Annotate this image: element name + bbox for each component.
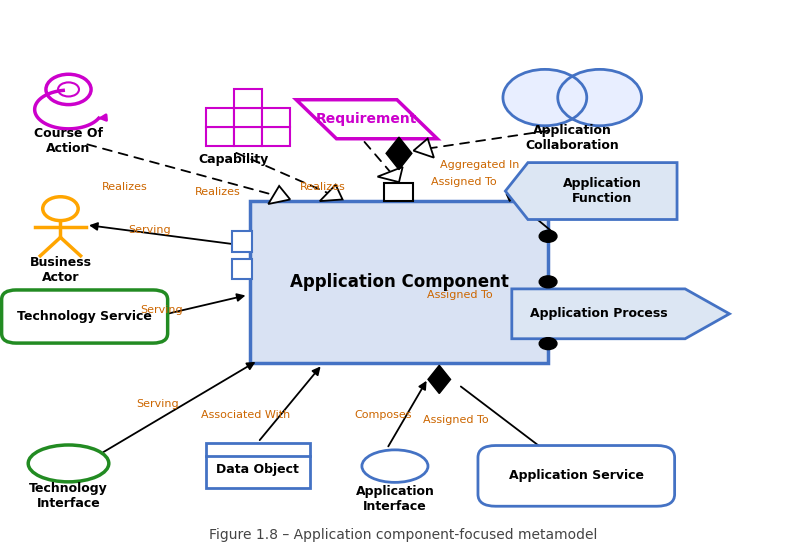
FancyBboxPatch shape: [232, 259, 252, 279]
FancyBboxPatch shape: [206, 443, 310, 488]
Text: Technology Service: Technology Service: [17, 310, 152, 323]
Text: Figure 1.8 – Application component-focused metamodel: Figure 1.8 – Application component-focus…: [209, 528, 597, 542]
Text: Requirement: Requirement: [316, 112, 418, 126]
Circle shape: [503, 69, 587, 126]
Text: Capability: Capability: [198, 153, 269, 166]
FancyBboxPatch shape: [232, 231, 252, 252]
Polygon shape: [386, 137, 412, 170]
Ellipse shape: [362, 450, 428, 482]
FancyBboxPatch shape: [234, 108, 262, 127]
Text: Serving: Serving: [136, 399, 178, 409]
FancyBboxPatch shape: [478, 446, 675, 506]
Text: Realizes: Realizes: [300, 182, 345, 192]
Text: Realizes: Realizes: [102, 182, 147, 192]
Text: Application Component: Application Component: [289, 273, 509, 291]
Text: Serving: Serving: [140, 305, 182, 315]
FancyBboxPatch shape: [384, 183, 413, 201]
Text: Technology
Interface: Technology Interface: [29, 482, 108, 510]
FancyBboxPatch shape: [206, 127, 234, 146]
Text: Application Process: Application Process: [530, 307, 667, 320]
Text: Assigned To: Assigned To: [422, 415, 488, 425]
Text: Assigned To: Assigned To: [426, 291, 492, 300]
Text: Course Of
Action: Course Of Action: [34, 127, 103, 155]
FancyBboxPatch shape: [206, 108, 234, 127]
Polygon shape: [268, 186, 290, 204]
Circle shape: [539, 230, 557, 242]
Circle shape: [558, 69, 642, 126]
Text: Business
Actor: Business Actor: [30, 256, 91, 284]
Text: Application
Interface: Application Interface: [355, 485, 434, 513]
Text: Realizes: Realizes: [195, 188, 240, 197]
Text: Associated With: Associated With: [202, 410, 290, 420]
Text: Assigned To: Assigned To: [430, 177, 496, 186]
Text: Data Object: Data Object: [217, 463, 299, 476]
FancyBboxPatch shape: [234, 127, 262, 146]
Polygon shape: [413, 139, 434, 158]
FancyBboxPatch shape: [262, 108, 290, 127]
FancyBboxPatch shape: [262, 127, 290, 146]
FancyBboxPatch shape: [250, 201, 548, 363]
Circle shape: [539, 276, 557, 288]
FancyBboxPatch shape: [234, 89, 262, 108]
Text: Application Service: Application Service: [509, 469, 644, 482]
Polygon shape: [512, 289, 729, 339]
Text: Serving: Serving: [128, 225, 170, 235]
Polygon shape: [320, 185, 343, 201]
Text: Application
Function: Application Function: [563, 177, 642, 205]
Polygon shape: [377, 167, 403, 182]
Text: Application
Collaboration: Application Collaboration: [526, 124, 619, 152]
Polygon shape: [297, 100, 438, 139]
Text: Aggregated In: Aggregated In: [440, 160, 519, 170]
Circle shape: [539, 338, 557, 350]
Ellipse shape: [28, 445, 109, 482]
Polygon shape: [505, 163, 677, 220]
Circle shape: [503, 51, 642, 144]
FancyBboxPatch shape: [2, 290, 168, 343]
Polygon shape: [428, 365, 451, 393]
Text: Composes: Composes: [354, 410, 412, 420]
